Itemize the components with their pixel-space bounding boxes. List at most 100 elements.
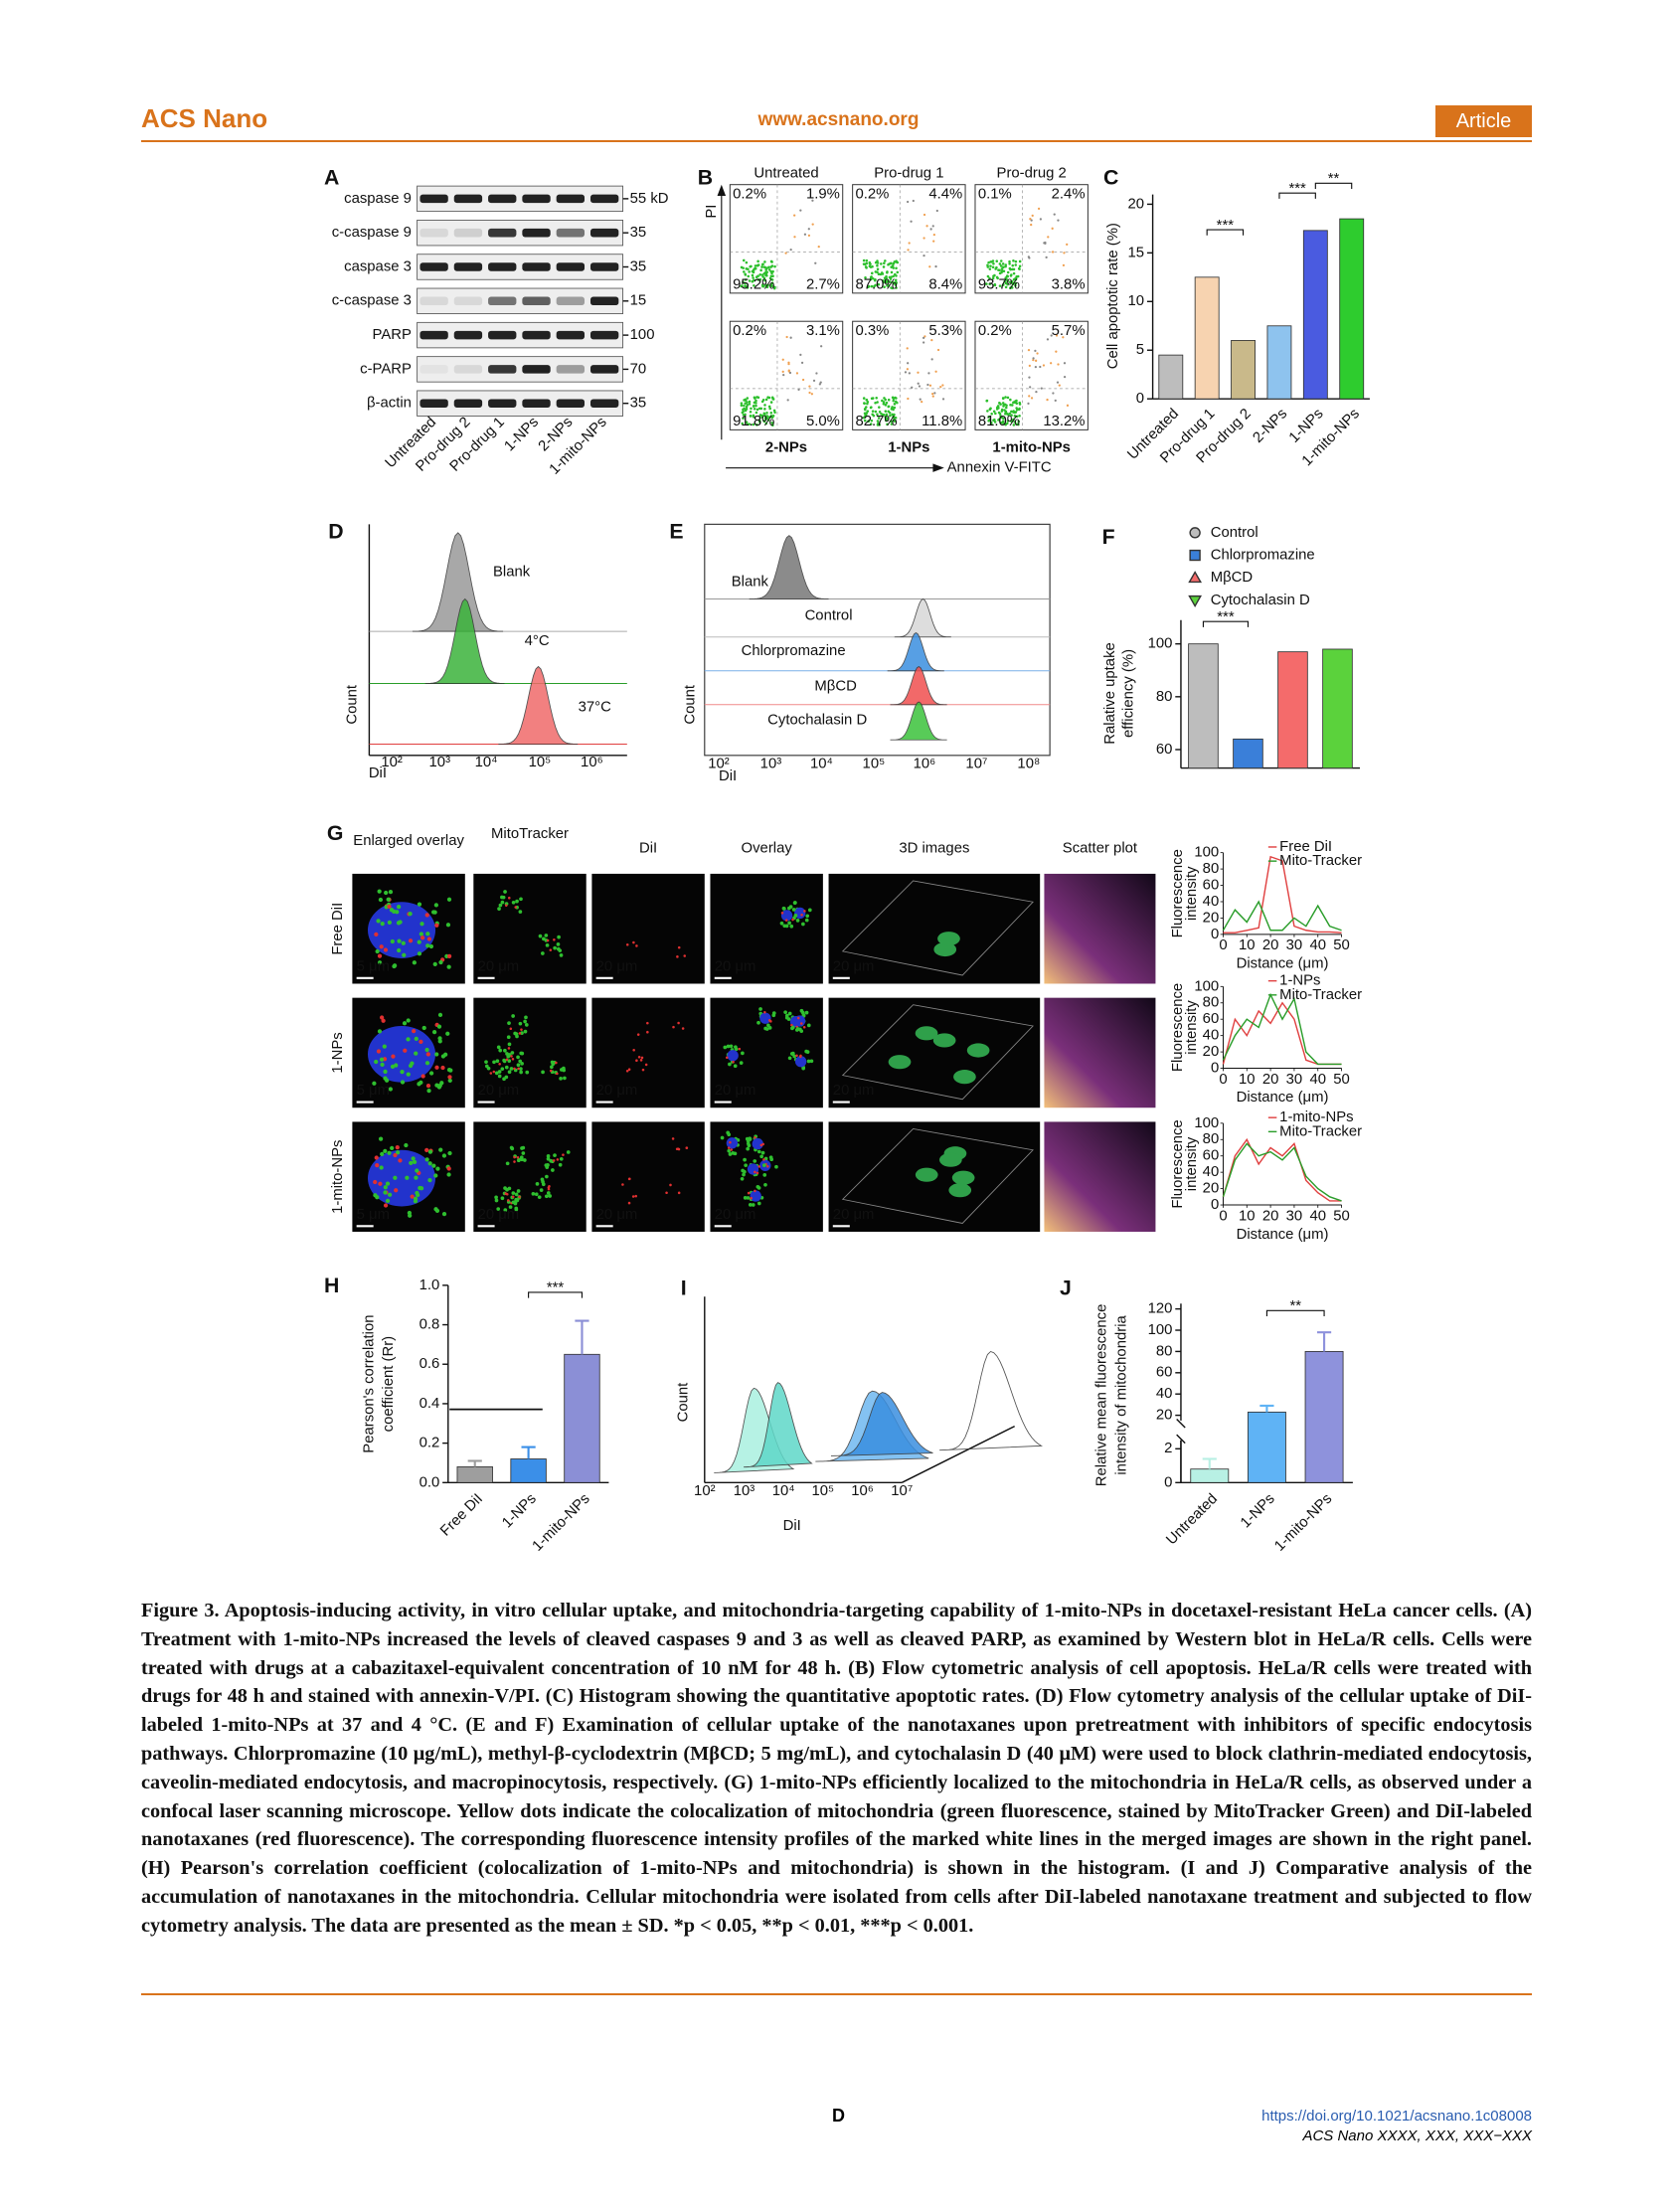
- dot: [878, 406, 881, 409]
- dot: [941, 384, 944, 387]
- mito: [486, 1066, 491, 1071]
- mito: [511, 900, 516, 905]
- dii: [644, 1063, 648, 1067]
- panel-label: J: [1060, 1276, 1072, 1300]
- bar: [510, 1458, 547, 1483]
- dot: [744, 278, 748, 281]
- dii: [759, 1143, 763, 1147]
- dii: [641, 1068, 645, 1072]
- mito: [804, 1049, 808, 1054]
- dot: [912, 199, 915, 203]
- quadrant-label: 0.1%: [978, 187, 1012, 203]
- dot: [760, 283, 764, 286]
- dot: [1040, 387, 1043, 390]
- dot: [767, 416, 771, 419]
- mito: [393, 1152, 398, 1158]
- mito: [801, 1066, 806, 1071]
- doi[interactable]: https://doi.org/10.1021/acsnano.1c08008: [1261, 2108, 1532, 2125]
- bar: [456, 1466, 493, 1483]
- cell-3d: [888, 1055, 912, 1070]
- mito: [518, 910, 523, 914]
- dot: [1030, 223, 1033, 227]
- mito: [446, 964, 451, 969]
- bracket: [1278, 192, 1316, 199]
- dot: [890, 275, 893, 278]
- mito: [441, 1153, 447, 1158]
- label: intensity: [1184, 1000, 1200, 1055]
- rule: [141, 1993, 1532, 1995]
- dot: [786, 399, 789, 402]
- dot: [936, 348, 940, 352]
- quadrant-label: 4.4%: [928, 187, 962, 203]
- dii: [506, 1199, 510, 1202]
- dot: [873, 284, 876, 288]
- dii: [517, 1067, 520, 1071]
- dii: [556, 1072, 559, 1076]
- mito: [447, 1078, 452, 1083]
- cell-3d: [939, 1152, 962, 1167]
- dot: [760, 265, 763, 268]
- dot: [766, 419, 770, 422]
- dot: [1029, 218, 1032, 221]
- axis-label: Distance (μm): [1237, 1090, 1329, 1106]
- dot: [1028, 364, 1031, 368]
- label: 1-NPs: [502, 415, 543, 455]
- dii: [799, 1055, 802, 1059]
- dii: [625, 1069, 629, 1073]
- dii: [549, 1069, 553, 1073]
- profile-line: [1222, 992, 1342, 1066]
- dii: [547, 1186, 551, 1189]
- label: PI: [704, 205, 720, 219]
- label: Control: [805, 607, 853, 623]
- dii: [511, 1195, 515, 1199]
- dot: [769, 274, 773, 278]
- dot: [866, 402, 869, 406]
- dot: [1013, 421, 1016, 424]
- nucleus: [794, 1056, 807, 1068]
- mito: [447, 1075, 452, 1080]
- dii: [791, 918, 794, 922]
- mito: [417, 902, 422, 907]
- mito: [763, 1182, 767, 1187]
- y-tick-label: 20: [1203, 1044, 1220, 1060]
- legend-label: Control: [1211, 525, 1258, 541]
- mito: [763, 1026, 767, 1031]
- mito: [377, 960, 383, 965]
- y-tick-label: 0: [1136, 391, 1144, 407]
- mito: [557, 935, 561, 939]
- scale-bar-label: 20 μm: [596, 958, 638, 974]
- x-tick-label: 10⁴: [772, 1483, 795, 1499]
- mito: [559, 1156, 564, 1161]
- dot: [762, 265, 766, 268]
- mito: [383, 1069, 388, 1075]
- dot: [1034, 349, 1037, 353]
- mito: [448, 1068, 453, 1073]
- mito: [768, 1155, 773, 1160]
- dot: [988, 418, 992, 422]
- column-header: 3D images: [899, 840, 969, 856]
- y-tick-label: 120: [1148, 1301, 1173, 1317]
- legend-label: Chlorpromazine: [1211, 547, 1315, 563]
- mito: [744, 1163, 749, 1168]
- dot: [763, 408, 766, 411]
- mito: [756, 1149, 761, 1154]
- dii: [631, 1195, 635, 1198]
- scale-bar-label: 20 μm: [478, 958, 520, 974]
- mito: [397, 938, 402, 943]
- dot: [748, 279, 752, 282]
- mito: [544, 934, 549, 937]
- dot: [998, 412, 1002, 416]
- dot: [763, 417, 767, 420]
- quadrant-label: 0.2%: [733, 323, 766, 339]
- dot: [1042, 364, 1046, 367]
- mito: [395, 1145, 400, 1150]
- significance: **: [1328, 171, 1340, 187]
- label: MβCD: [814, 678, 857, 694]
- cell-3d: [932, 1033, 956, 1048]
- dot: [799, 353, 802, 357]
- dii: [640, 1056, 644, 1060]
- mito: [516, 1158, 521, 1163]
- column-header: DiI: [639, 840, 657, 856]
- scale-bar-label: 20 μm: [478, 1083, 520, 1099]
- dii: [790, 1023, 793, 1027]
